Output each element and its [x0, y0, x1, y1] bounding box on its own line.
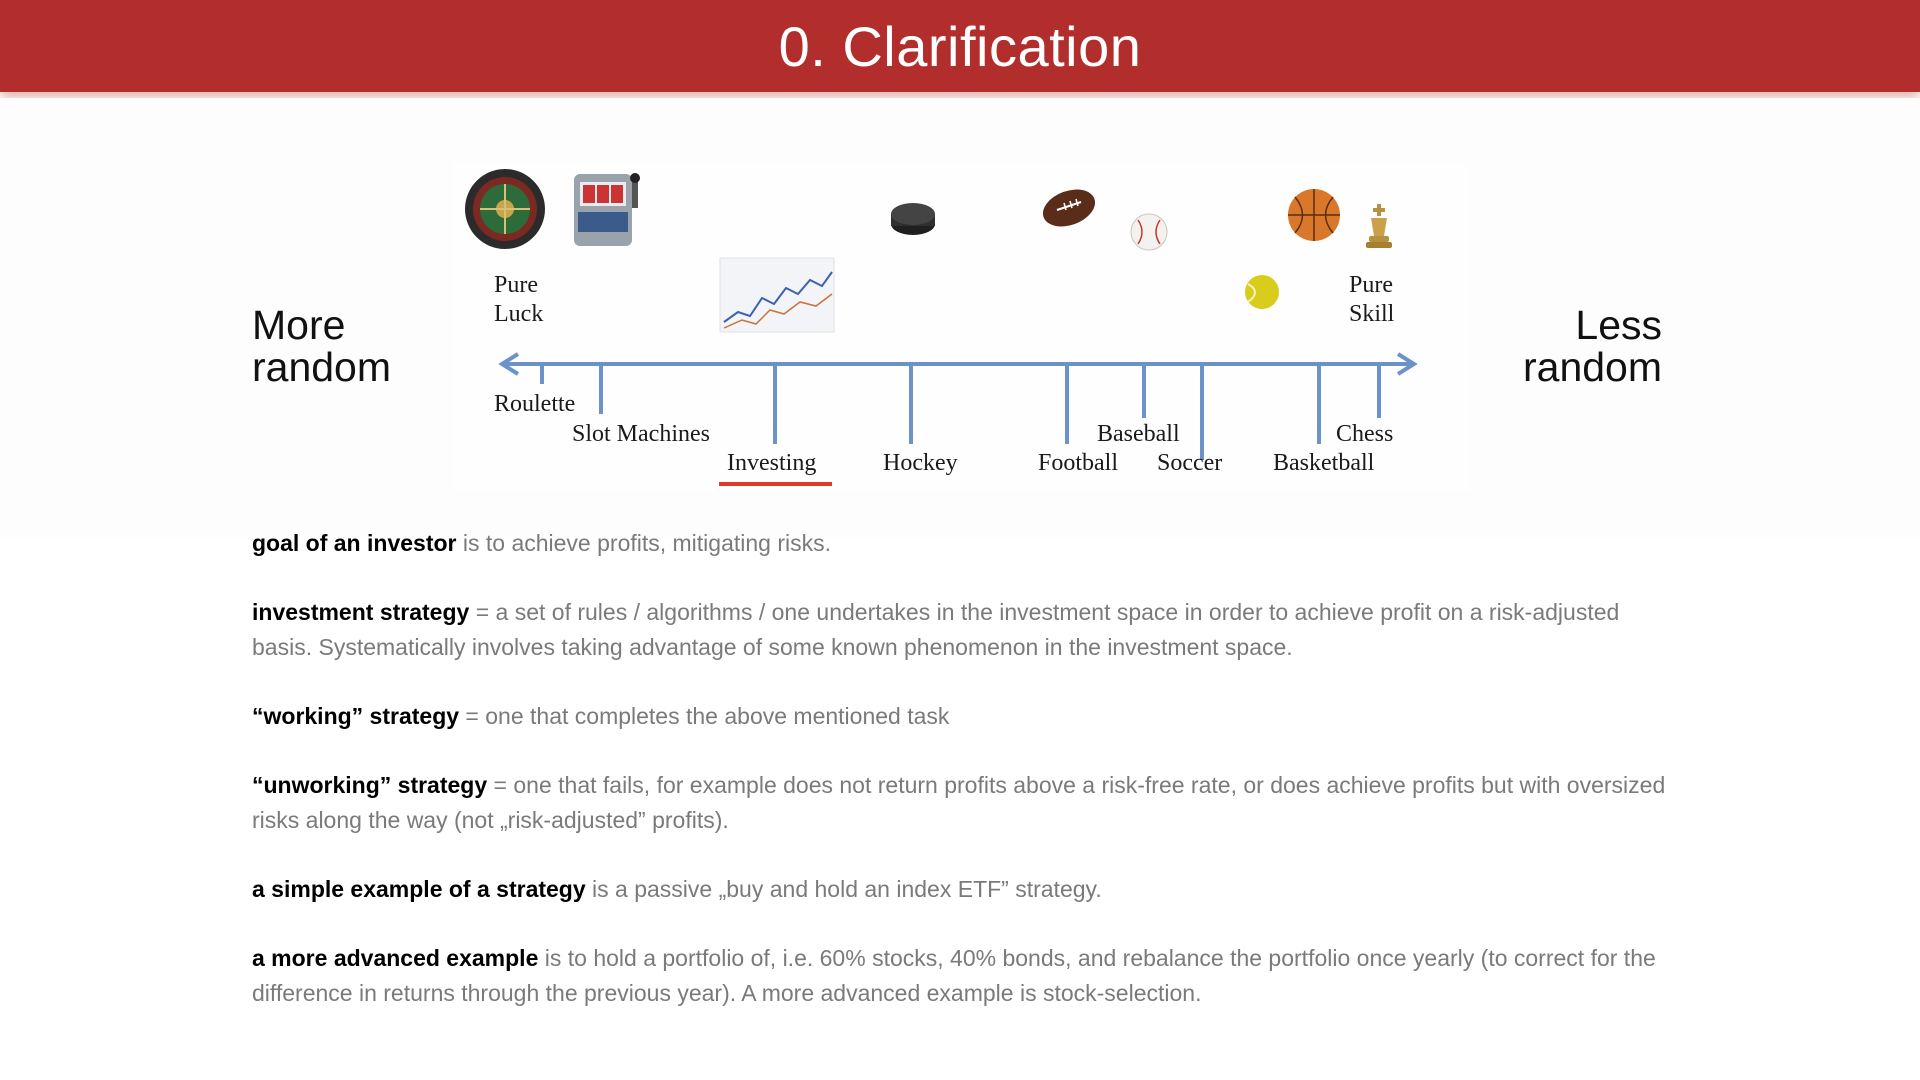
slot-machine-icon — [574, 173, 640, 246]
term-investment-strategy: investment strategy — [252, 599, 470, 625]
text-advanced-example: is to hold a portfolio of, i.e. 60% stoc… — [252, 945, 1656, 1006]
definitions: goal of an investor is to achieve profit… — [252, 526, 1672, 1045]
term-unworking-strategy: “unworking” strategy — [252, 772, 488, 798]
term-advanced-example: a more advanced example — [252, 945, 539, 971]
text-unworking-strategy: = one that fails, for example does not r… — [252, 772, 1666, 833]
definition-investment-strategy: investment strategy = a set of rules / a… — [252, 595, 1672, 665]
definition-unworking-strategy: “unworking” strategy = one that fails, f… — [252, 768, 1672, 838]
basketball-icon — [1288, 189, 1340, 241]
tennis-ball-icon — [1245, 275, 1279, 309]
football-icon — [1042, 189, 1096, 227]
label-slot-machines: Slot Machines — [572, 421, 710, 447]
axis-ticks — [540, 364, 1381, 460]
label-roulette: Roulette — [494, 391, 575, 417]
more-random-line-1: More — [252, 302, 346, 348]
continuum-axis — [498, 352, 1418, 376]
more-random-line-2: random — [252, 344, 392, 390]
hockey-puck-icon — [891, 203, 935, 235]
pure-luck-line-2: Luck — [494, 301, 543, 327]
label-baseball: Baseball — [1097, 421, 1180, 447]
definition-advanced-example: a more advanced example is to hold a por… — [252, 941, 1672, 1011]
label-football: Football — [1038, 450, 1118, 476]
term-simple-example: a simple example of a strategy — [252, 876, 586, 902]
continuum-diagram: Pure Luck Pure Skill Roulette Slot Machi… — [465, 169, 1418, 486]
pure-skill-line-2: Skill — [1349, 301, 1395, 327]
pure-luck-line-1: Pure — [494, 272, 538, 298]
term-working-strategy: “working” strategy — [252, 703, 460, 729]
term-goal: goal of an investor — [252, 530, 457, 556]
label-hockey: Hockey — [883, 450, 958, 476]
text-working-strategy: = one that completes the above mentioned… — [459, 703, 950, 729]
less-random-line-2: random — [1522, 344, 1662, 390]
slide-title: 0. Clarification — [778, 14, 1142, 78]
definition-simple-example: a simple example of a strategy is a pass… — [252, 872, 1672, 907]
luck-skill-continuum: Pure Luck Pure Skill Roulette Slot Machi… — [452, 162, 1470, 492]
label-soccer: Soccer — [1157, 450, 1222, 476]
baseball-icon — [1130, 213, 1168, 251]
definition-working-strategy: “working” strategy = one that completes … — [252, 699, 1672, 734]
text-goal: is to achieve profits, mitigating risks. — [456, 530, 832, 556]
more-random-label: More random — [252, 305, 391, 389]
pure-skill-line-1: Pure — [1349, 272, 1393, 298]
less-random-line-1: Less — [1575, 302, 1662, 348]
roulette-wheel-icon — [465, 169, 545, 249]
label-basketball: Basketball — [1273, 450, 1375, 476]
label-chess: Chess — [1336, 421, 1393, 447]
slide-header: 0. Clarification — [0, 0, 1920, 92]
text-investment-strategy: = a set of rules / algorithms / one unde… — [252, 599, 1620, 660]
stock-chart-icon — [719, 257, 835, 333]
label-investing: Investing — [727, 450, 816, 476]
definition-goal: goal of an investor is to achieve profit… — [252, 526, 1672, 561]
less-random-label: Less random — [1523, 305, 1662, 389]
text-simple-example: is a passive „buy and hold an index ETF”… — [585, 876, 1102, 902]
chess-king-icon — [1366, 204, 1392, 248]
